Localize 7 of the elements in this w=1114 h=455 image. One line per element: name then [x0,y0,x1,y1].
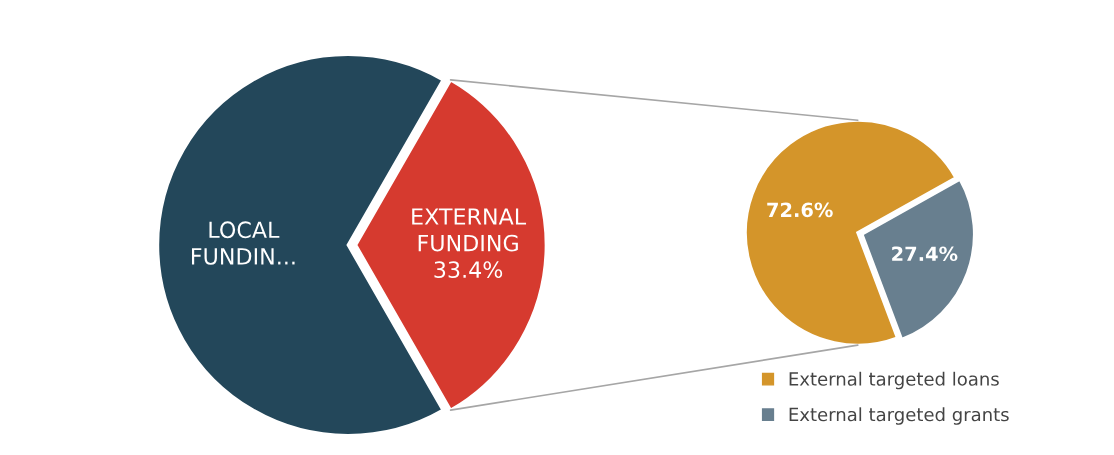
legend-label: External targeted loans [789,371,999,390]
slice-label: EXTERNAL FUNDING [412,208,527,252]
slice-label: LOCAL FUNDIN... [191,221,295,265]
data-label: 27.4% [892,246,958,262]
legend-label: External targeted grants [789,407,1009,425]
data-label: 33.4% [434,261,503,279]
data-label: 72.6% [767,202,833,218]
